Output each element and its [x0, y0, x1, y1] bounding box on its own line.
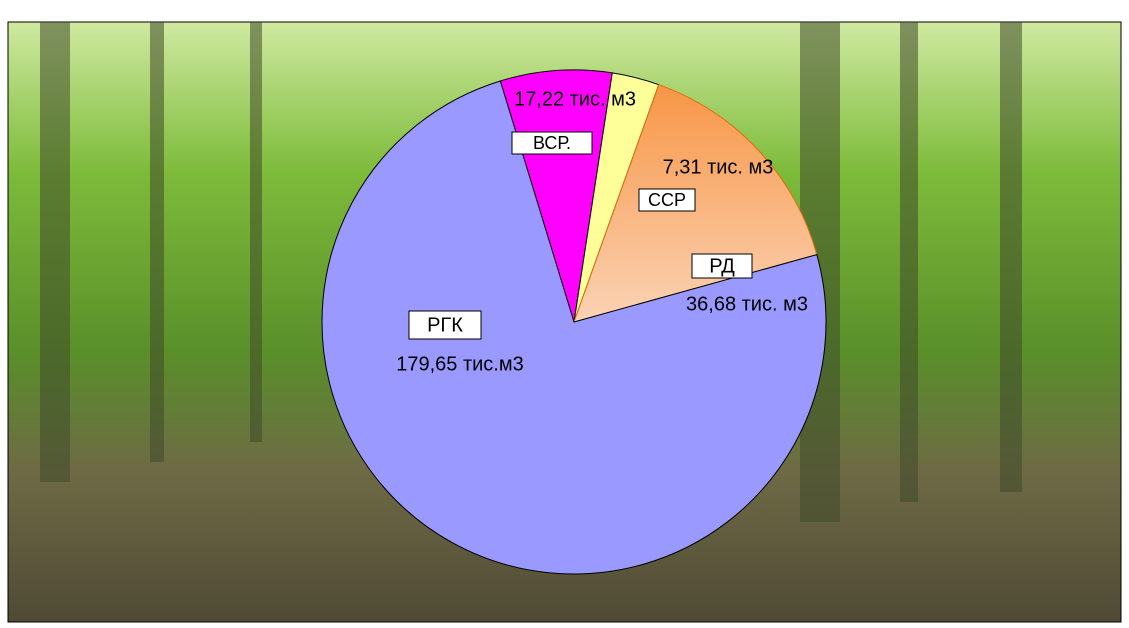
- value-label: 17,22 тис. м3: [514, 88, 636, 110]
- value-label: 7,31 тис. м3: [663, 156, 774, 178]
- value-label: 179,65 тис.м3: [396, 353, 524, 375]
- labels: ВСР. 17,22 тис. м3 ССР 7,31 тис. м3 РД 36,68 …: [396, 88, 808, 375]
- category-label: РГК: [427, 314, 463, 336]
- category-label: РД: [709, 255, 735, 277]
- category-box: [638, 188, 696, 212]
- category-label: ВСР.: [533, 133, 571, 153]
- category-box: [408, 310, 482, 340]
- category-box: [691, 253, 753, 279]
- category-label: ССР: [648, 190, 686, 210]
- category-box: [511, 131, 593, 155]
- value-label: 36,68 тис. м3: [686, 293, 808, 315]
- pie-slice: [321, 80, 827, 575]
